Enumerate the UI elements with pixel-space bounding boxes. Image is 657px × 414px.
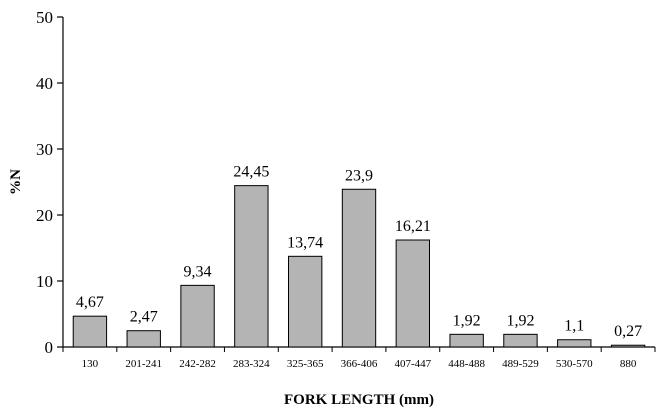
bar-value-label: 1,1 [564,318,584,335]
bar [610,344,646,348]
bar [72,315,108,348]
bar-value-label: 9,34 [184,263,212,280]
bar-value-label: 23,9 [345,167,373,184]
bar-value-label: 16,21 [395,218,431,235]
x-tick-label: 530-570 [556,358,593,370]
y-tick-label: 10 [36,272,53,291]
bars [72,185,646,348]
data-labels: 4,67 2,47 9,34 24,45 13,74 23,9 16,21 1,92 1,92 1… [76,164,642,341]
x-tick-label: 407-447 [394,358,431,370]
bar-value-label: 1,92 [506,312,534,329]
bar-value-label: 24,45 [233,164,269,181]
x-tick-label: 242-282 [179,358,216,370]
bar [395,239,431,348]
bar-value-label: 1,92 [453,312,481,329]
bar [449,333,484,348]
bar [180,284,215,348]
bar-value-label: 4,67 [76,294,104,311]
x-axis: 130 201-241 242-282 283-324 325-365 366-406 40… [62,346,656,370]
bar [503,333,538,348]
y-tick-label: 50 [36,8,53,27]
x-tick-label: 130 [82,358,99,370]
x-tick-label: 325-365 [287,358,324,370]
y-tick-label: 30 [36,140,53,159]
x-tick-label: 283-324 [233,358,270,370]
bar [287,255,323,348]
y-axis: 0 10 20 30 40 50 [36,8,64,357]
bar [234,185,269,348]
bar [557,339,592,348]
bar-value-label: 13,74 [287,234,323,251]
x-tick-label: 489-529 [502,358,539,370]
bar-value-label: 0,27 [614,323,642,340]
y-tick-label: 0 [45,338,54,357]
bar-value-label: 2,47 [130,309,158,326]
bar [341,188,377,348]
y-axis-title: %N [8,169,24,195]
y-tick-label: 20 [36,206,53,225]
bar [126,330,161,348]
x-tick-label: 880 [620,358,637,370]
x-tick-label: 366-406 [341,358,378,370]
x-tick-label: 448-488 [448,358,485,370]
x-axis-title: FORK LENGTH (mm) [284,392,434,408]
x-tick-label: 201-241 [125,358,162,370]
y-tick-label: 40 [36,74,53,93]
